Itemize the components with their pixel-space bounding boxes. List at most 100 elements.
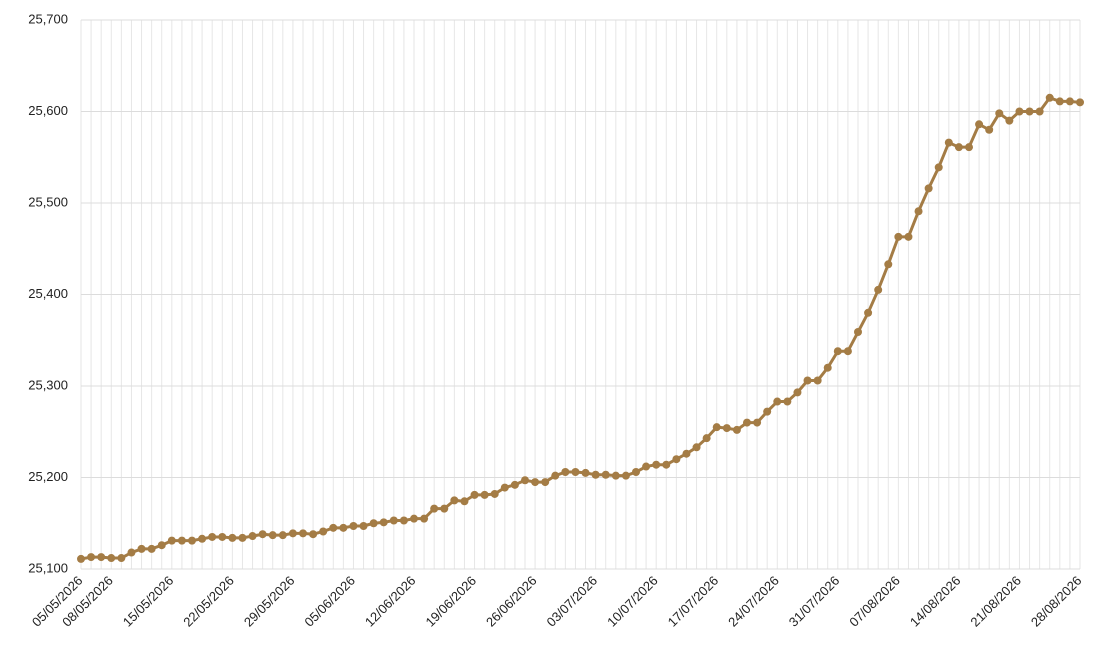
point — [460, 497, 469, 506]
point — [662, 460, 671, 469]
point — [349, 521, 358, 530]
point — [97, 553, 106, 562]
point — [1005, 116, 1014, 125]
point — [147, 544, 156, 553]
x-tick-label: 28/08/2026 — [1028, 573, 1085, 630]
point — [188, 536, 196, 545]
x-tick-label: 12/06/2026 — [362, 573, 419, 630]
point — [359, 521, 368, 530]
point — [470, 490, 479, 499]
point — [884, 260, 893, 269]
y-tick-label: 25,700 — [28, 11, 68, 26]
point — [268, 531, 277, 540]
point — [480, 490, 489, 499]
point — [975, 120, 984, 129]
point — [864, 308, 873, 317]
point — [420, 514, 429, 523]
point — [399, 516, 408, 525]
line — [80, 96, 1081, 561]
point — [692, 443, 701, 452]
point — [288, 529, 297, 538]
point — [985, 125, 994, 134]
point — [107, 554, 116, 563]
point — [874, 285, 883, 294]
y-tick-label: 25,100 — [28, 560, 68, 575]
x-tick-label: 03/07/2026 — [544, 573, 601, 630]
point — [309, 530, 318, 539]
y-tick-label: 25,500 — [28, 194, 68, 209]
point — [823, 363, 832, 372]
point — [843, 347, 852, 356]
x-tick-label: 14/08/2026 — [907, 573, 964, 630]
point — [914, 207, 923, 216]
x-tick-label: 05/06/2026 — [301, 573, 358, 630]
x-tick-label: 19/06/2026 — [422, 573, 479, 630]
point — [521, 476, 529, 485]
point — [510, 480, 519, 489]
y-tick-label: 25,200 — [28, 469, 68, 484]
x-tick-label: 22/05/2026 — [180, 573, 237, 630]
point — [642, 462, 651, 471]
x-tick-label: 24/07/2026 — [725, 573, 782, 630]
x-tick-label: 07/08/2026 — [846, 573, 903, 630]
point — [954, 143, 963, 152]
x-tick-label: 15/05/2026 — [120, 573, 177, 630]
point — [995, 109, 1004, 118]
point — [369, 519, 378, 528]
point — [198, 534, 207, 543]
point — [77, 554, 85, 563]
point — [803, 376, 812, 385]
point — [218, 532, 227, 541]
point — [965, 143, 973, 152]
point — [490, 489, 499, 498]
point — [500, 483, 509, 492]
point — [743, 418, 751, 427]
point — [833, 347, 842, 356]
point — [299, 529, 307, 538]
point — [1035, 107, 1044, 116]
point — [632, 468, 640, 477]
point — [137, 544, 146, 553]
point — [571, 468, 580, 477]
y-tick-label: 25,400 — [28, 286, 68, 301]
y-tick-label: 25,300 — [28, 377, 68, 392]
point — [238, 533, 247, 542]
y-tick-label: 25,600 — [28, 103, 68, 118]
point — [732, 425, 741, 434]
point — [339, 523, 348, 532]
point — [87, 553, 96, 562]
point — [1025, 107, 1034, 116]
point — [682, 449, 691, 458]
point — [894, 232, 903, 241]
point — [591, 470, 600, 479]
point — [621, 471, 630, 480]
point — [551, 471, 560, 480]
point — [601, 470, 610, 479]
point — [793, 388, 802, 397]
point — [944, 138, 953, 147]
point — [228, 533, 237, 542]
point — [672, 455, 681, 464]
point — [440, 504, 449, 513]
point — [702, 434, 711, 443]
point — [652, 460, 661, 469]
point — [722, 424, 731, 433]
point — [1015, 107, 1024, 116]
point — [611, 471, 620, 480]
point — [1045, 93, 1054, 102]
point — [581, 468, 590, 477]
point — [450, 496, 459, 505]
point — [208, 532, 217, 541]
point — [531, 478, 540, 487]
point — [177, 536, 186, 545]
point — [763, 407, 772, 416]
point — [753, 418, 762, 427]
point — [389, 516, 398, 525]
point — [329, 523, 338, 532]
point — [379, 518, 388, 527]
point — [934, 163, 943, 172]
point — [783, 397, 792, 406]
x-tick-label: 10/07/2026 — [604, 573, 661, 630]
point — [430, 504, 439, 513]
